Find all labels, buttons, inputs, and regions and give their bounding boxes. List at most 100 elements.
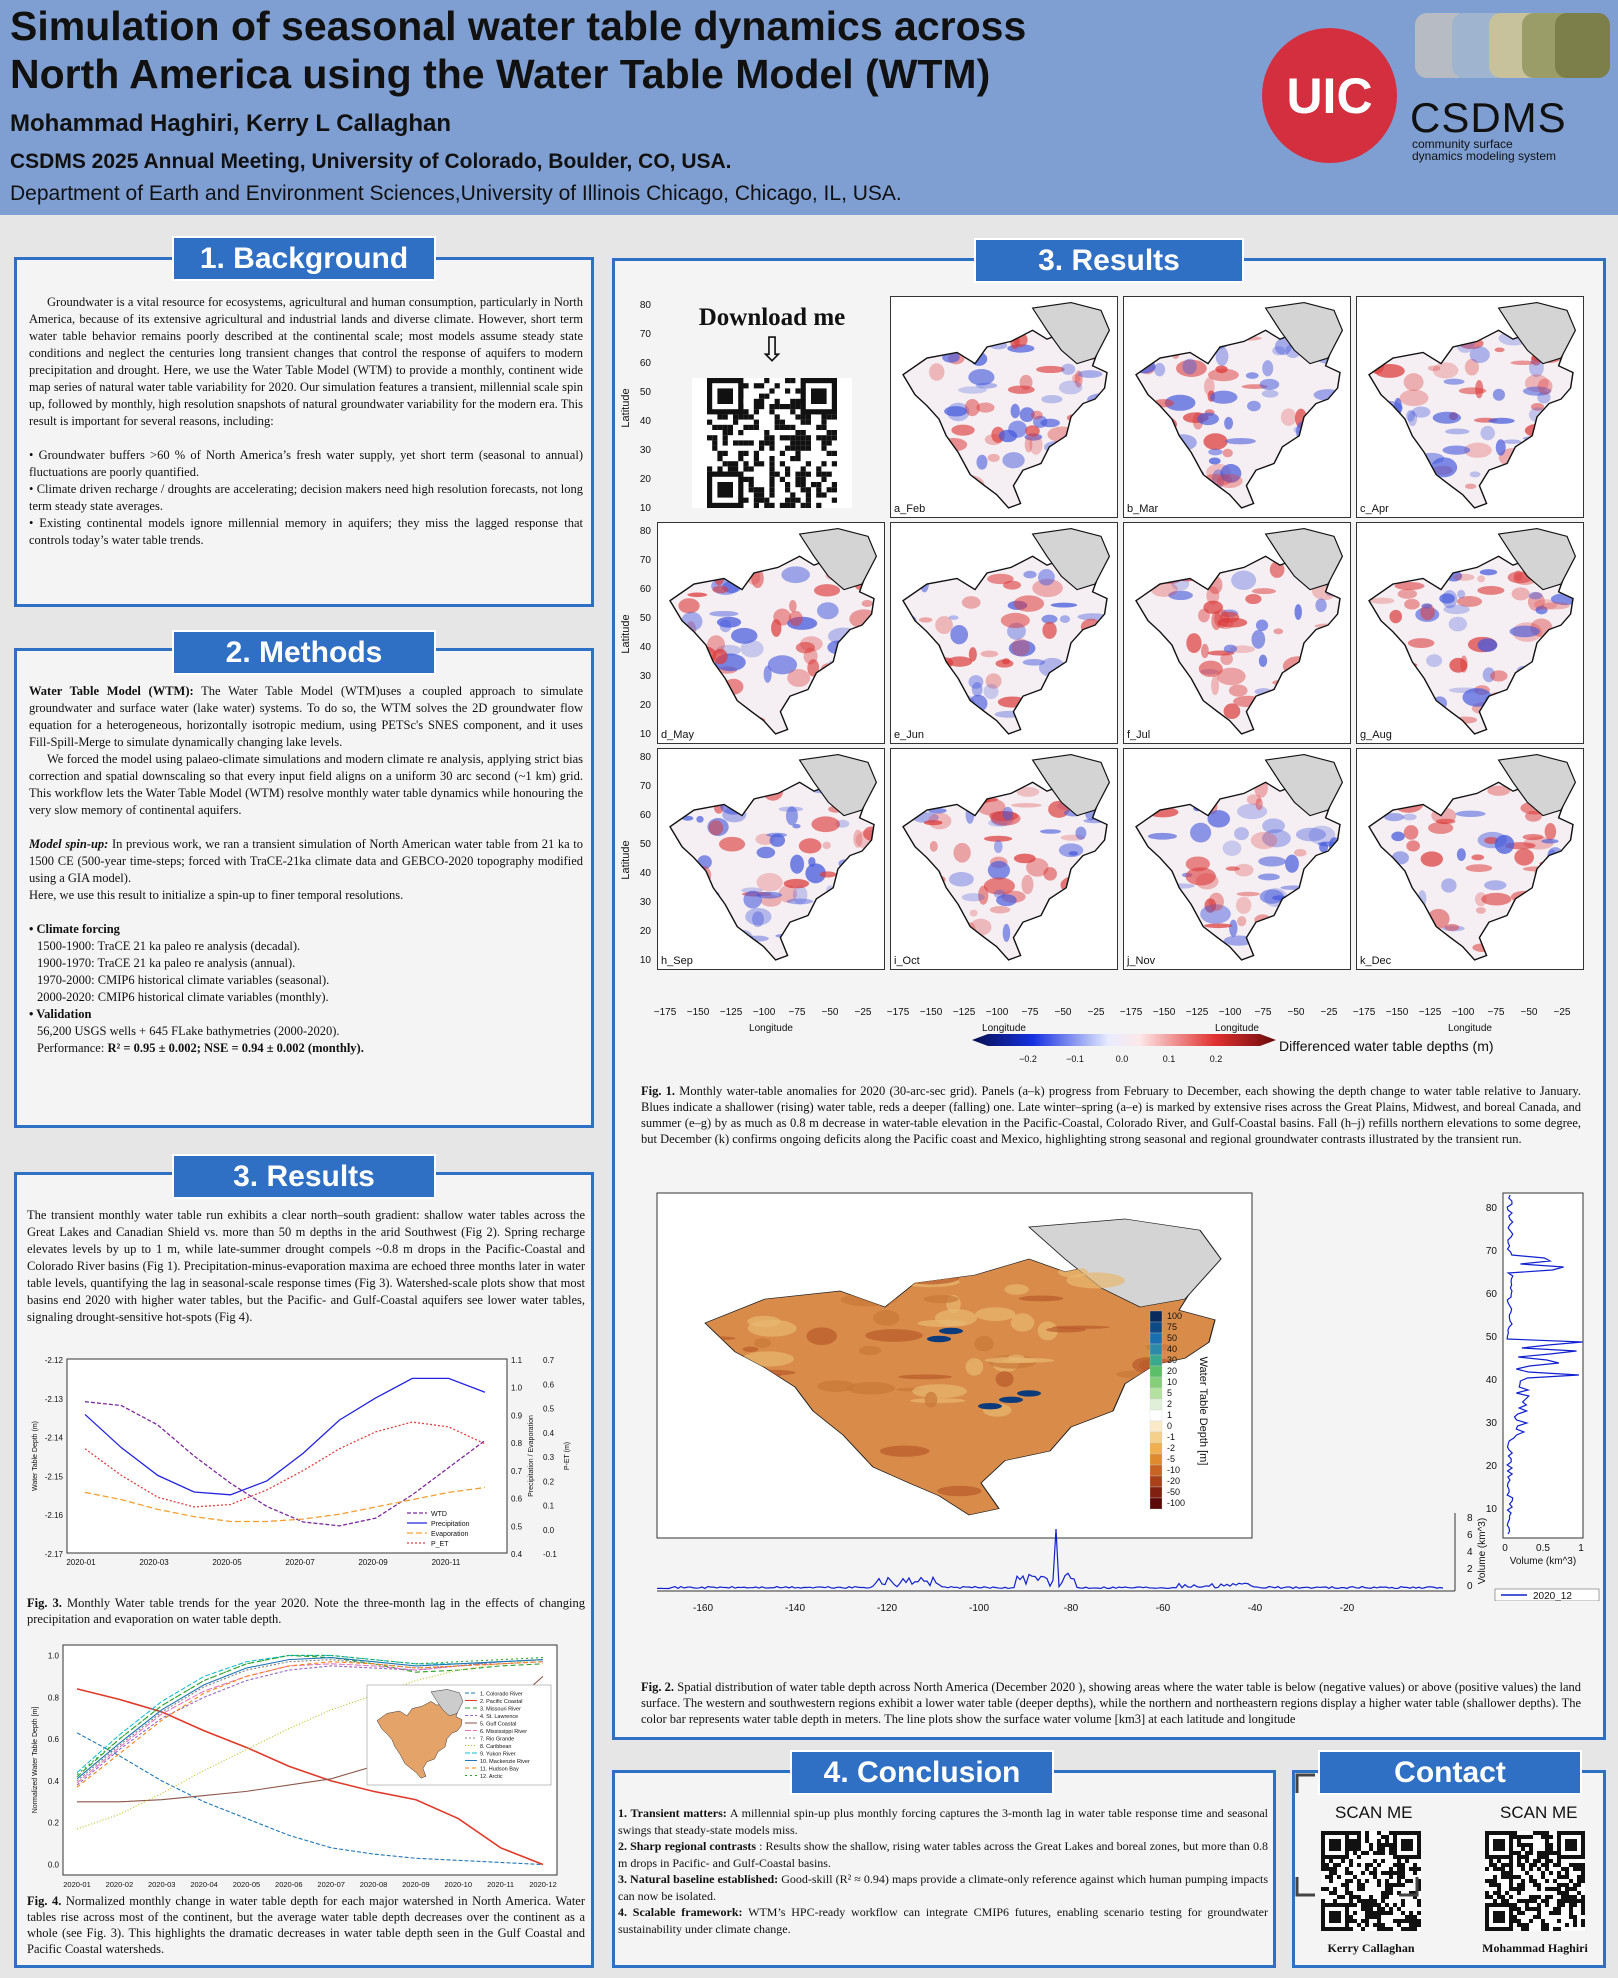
fig2-cbar-tick: 40 xyxy=(1167,1344,1177,1354)
qr-module xyxy=(1517,1883,1521,1887)
anomaly-blob xyxy=(1182,358,1197,375)
anomaly-blob xyxy=(853,829,863,848)
qr-module xyxy=(1385,1871,1389,1875)
fig2-bottom-xtick: -120 xyxy=(877,1603,897,1614)
lat-tick: 20 xyxy=(640,926,652,937)
qr-module xyxy=(1489,1863,1493,1867)
anomaly-blob xyxy=(840,713,854,727)
fig2-cbar-cell xyxy=(1149,1409,1163,1422)
anomaly-blob xyxy=(1481,892,1512,906)
qr-module xyxy=(722,435,728,441)
qr-module xyxy=(1509,1887,1513,1891)
map-panel-label: k_Dec xyxy=(1360,955,1392,967)
qr-module xyxy=(1505,1871,1509,1875)
anomaly-map-panel: j_Nov xyxy=(1123,748,1351,970)
anomaly-blob xyxy=(1300,469,1314,490)
qr-module xyxy=(1365,1919,1369,1923)
lon-axis-label: Longitude xyxy=(1448,1023,1492,1034)
fig4-series-line xyxy=(76,1732,544,1866)
contact-qr-kerry[interactable] xyxy=(1321,1831,1421,1931)
anomaly-blob xyxy=(1464,483,1477,490)
wtm-text: The Water Table Model (WTM)uses a couple… xyxy=(29,684,583,749)
anomaly-blob xyxy=(798,838,822,854)
anomaly-blob xyxy=(1469,471,1481,478)
anomaly-blob xyxy=(907,475,935,483)
qr-module xyxy=(790,492,796,498)
qr-module xyxy=(769,445,775,451)
qr-module xyxy=(1561,1867,1565,1871)
anomaly-blob xyxy=(939,438,968,452)
qr-module xyxy=(1397,1867,1401,1871)
qr-module xyxy=(1537,1915,1541,1919)
fig2-cbar-cell xyxy=(1149,1354,1163,1367)
wtm-lead: Water Table Model (WTM): xyxy=(29,684,194,698)
qr-module xyxy=(1529,1899,1533,1903)
qr-module xyxy=(785,445,791,451)
qr-module xyxy=(1525,1835,1529,1839)
qr-module xyxy=(1365,1903,1369,1907)
download-qr-code[interactable] xyxy=(692,378,852,508)
anomaly-blob xyxy=(1531,470,1559,485)
qr-module xyxy=(795,440,801,446)
qr-module xyxy=(816,492,822,498)
qr-module xyxy=(1345,1867,1349,1871)
anomaly-blob xyxy=(1136,359,1156,374)
qr-module xyxy=(1509,1863,1513,1867)
anomaly-blob xyxy=(1395,460,1426,473)
anomaly-blob xyxy=(1050,718,1070,734)
anomaly-blob xyxy=(762,782,784,801)
qr-module xyxy=(1509,1895,1513,1899)
fig3-caption-lead: Fig. 3. xyxy=(27,1596,62,1610)
fig3-x-tick: 2020-11 xyxy=(432,1558,461,1567)
qr-module xyxy=(1537,1831,1541,1835)
qr-module xyxy=(1369,1895,1373,1899)
qr-module xyxy=(1501,1863,1505,1867)
fig2-cbar-tick: 10 xyxy=(1167,1377,1177,1387)
qr-module xyxy=(790,440,796,446)
anomaly-blob xyxy=(1296,455,1315,467)
contact-title: Contact xyxy=(1318,1750,1582,1795)
anomaly-blob xyxy=(1391,464,1406,482)
anomaly-blob xyxy=(1567,643,1573,664)
continent-outline xyxy=(1135,555,1341,735)
anomaly-blob xyxy=(1019,407,1035,423)
anomaly-blob xyxy=(838,704,861,712)
anomaly-blob xyxy=(1503,941,1524,954)
anomaly-blob xyxy=(1137,431,1162,451)
qr-module xyxy=(1381,1923,1385,1927)
qr-module xyxy=(774,404,780,410)
fig2-side-tick: 50 xyxy=(1486,1332,1498,1343)
contact-qr-mohammad[interactable] xyxy=(1485,1831,1585,1931)
anomaly-blob xyxy=(819,871,837,878)
qr-module xyxy=(1525,1903,1529,1907)
qr-module xyxy=(743,440,749,446)
qr-module xyxy=(1529,1835,1533,1839)
qr-module xyxy=(1577,1863,1581,1867)
qr-module xyxy=(1385,1895,1389,1899)
anomaly-blob xyxy=(1161,446,1171,461)
fig1-caption-lead: Fig. 1. xyxy=(641,1084,676,1098)
qr-module xyxy=(1329,1867,1333,1871)
qr-module xyxy=(1541,1919,1545,1923)
anomaly-blob xyxy=(1552,466,1573,472)
qr-module xyxy=(743,461,749,467)
anomaly-blob xyxy=(1228,684,1248,697)
qr-module xyxy=(1361,1927,1365,1931)
fig3-left-tick: -2.14 xyxy=(45,1434,64,1443)
qr-module xyxy=(727,466,733,472)
anomaly-blob xyxy=(958,386,987,394)
csdms-sub-2: dynamics modeling system xyxy=(1412,149,1557,163)
background-title: 1. Background xyxy=(172,236,436,281)
qr-module xyxy=(769,487,775,493)
map-svg xyxy=(1135,527,1344,735)
anomaly-blob xyxy=(807,659,820,677)
qr-module xyxy=(779,419,785,425)
qr-module xyxy=(1325,1863,1329,1867)
anomaly-blob xyxy=(1487,785,1511,796)
qr-module xyxy=(774,424,780,430)
qr-module xyxy=(1509,1859,1513,1863)
anomaly-blob xyxy=(1153,399,1175,408)
anomaly-blob xyxy=(778,885,798,903)
lake xyxy=(978,1403,1002,1410)
anomaly-blob xyxy=(741,887,763,894)
